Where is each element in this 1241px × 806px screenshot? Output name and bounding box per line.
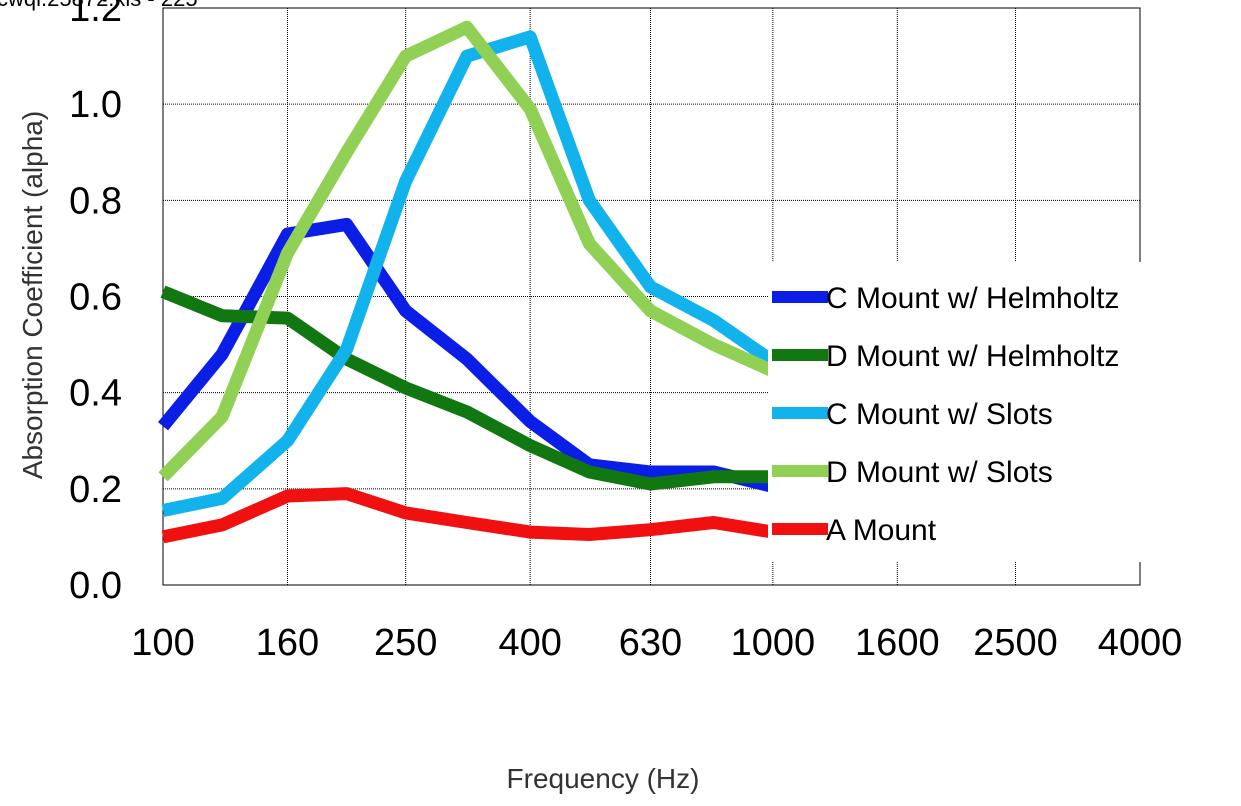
legend-label: C Mount w/ Slots xyxy=(826,398,1053,431)
legend-label: D Mount w/ Helmholtz xyxy=(826,340,1119,373)
y-axis-ticks: 0.0 0.2 0.4 0.6 0.8 1.0 1.2 xyxy=(69,0,122,607)
x-tick-label: 160 xyxy=(256,622,319,664)
y-axis-title: Absorption Coefficient (alpha) xyxy=(17,111,48,479)
x-tick-label: 400 xyxy=(498,622,561,664)
x-tick-label: 1600 xyxy=(855,622,940,664)
legend-label: A Mount xyxy=(826,514,937,547)
y-tick-label: 1.0 xyxy=(69,84,122,126)
x-tick-label: 250 xyxy=(374,622,437,664)
series-line xyxy=(158,20,776,482)
x-tick-label: 4000 xyxy=(1098,622,1183,664)
y-tick-label: 0.0 xyxy=(69,565,122,607)
x-tick-label: 100 xyxy=(131,622,194,664)
legend: C Mount w/ Helmholtz D Mount w/ Helmholtz… xyxy=(768,262,1232,562)
y-tick-label: 1.2 xyxy=(69,0,122,30)
chart-title: ccwqi.25872.xls - 225 xyxy=(0,0,198,11)
y-tick-label: 0.2 xyxy=(69,469,122,511)
x-tick-label: 1000 xyxy=(731,622,816,664)
x-axis-title: Frequency (Hz) xyxy=(507,763,700,794)
legend-label: D Mount w/ Slots xyxy=(826,456,1053,489)
x-tick-label: 630 xyxy=(619,622,682,664)
series-lines xyxy=(157,20,777,544)
x-tick-label: 2500 xyxy=(973,622,1058,664)
legend-background xyxy=(768,262,1232,562)
y-tick-label: 0.8 xyxy=(69,180,122,222)
series-line xyxy=(161,487,774,544)
y-tick-label: 0.4 xyxy=(69,373,122,415)
legend-label: C Mount w/ Helmholtz xyxy=(826,282,1119,315)
y-tick-label: 0.6 xyxy=(69,277,122,319)
series-line xyxy=(157,217,775,493)
series-line xyxy=(161,30,777,517)
x-axis-ticks: 100 160 250 400 630 1000 1600 2500 4000 xyxy=(131,622,1182,664)
